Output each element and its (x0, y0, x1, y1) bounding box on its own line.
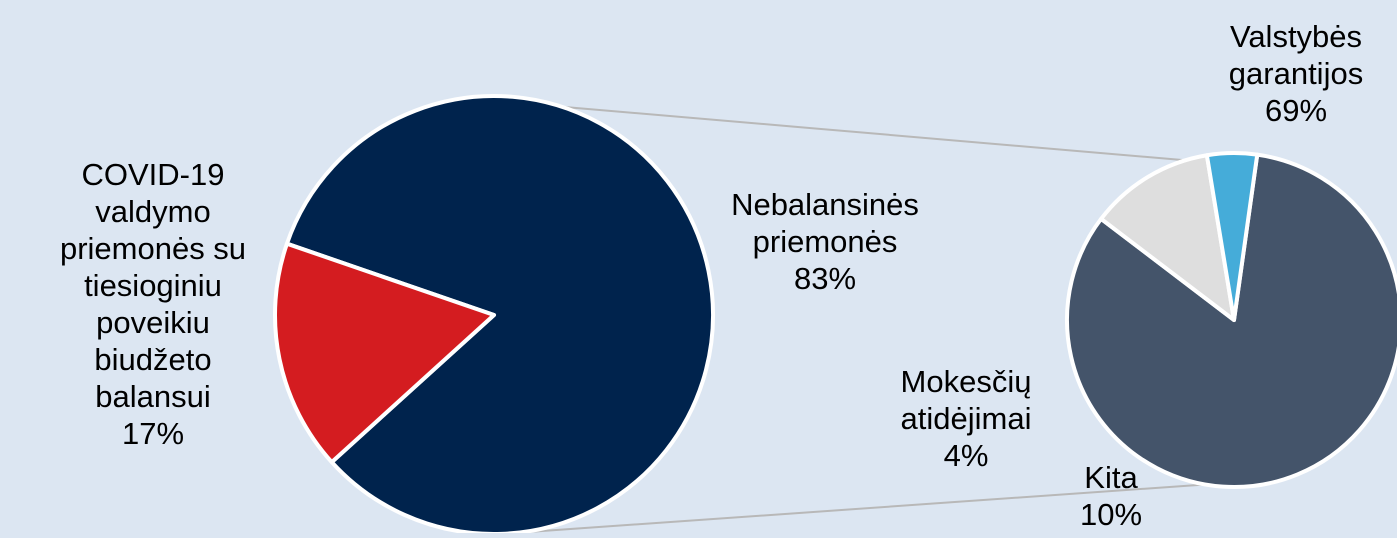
label-line: 17% (121, 416, 185, 451)
label-line: 10% (1079, 497, 1143, 532)
label-line: Kita (1084, 460, 1138, 495)
label-line: tiesioginiu (84, 268, 222, 303)
connector-line-bottom (501, 483, 1206, 535)
main-pie-slice-covid19 (273, 241, 496, 465)
sub-pie-slice-mokesi (1204, 151, 1260, 322)
label-line: priemonės su (59, 231, 247, 266)
label-line: balansui (95, 379, 211, 414)
label-line: Nebalansinės (731, 187, 919, 222)
connector-line-top (561, 105, 1186, 162)
label-line: 69% (1264, 93, 1328, 128)
label-line: 83% (793, 261, 857, 296)
label-line: poveikiu (96, 305, 210, 340)
label-line: 4% (943, 438, 989, 473)
label-line: atidėjimai (900, 401, 1032, 436)
label-line: COVID-19 (81, 157, 225, 192)
label-line: Mokesčių (900, 364, 1032, 399)
label-covid-measures: COVID-19 valdymo priemonės su tiesiogini… (8, 156, 298, 452)
label-line: biudžeto (94, 342, 212, 377)
label-line: priemonės (752, 224, 898, 259)
sub-pie-slice-kita (1099, 153, 1236, 322)
label-line: garantijos (1228, 56, 1364, 91)
label-other: Kita 10% (1056, 459, 1166, 533)
label-line: valdymo (95, 194, 211, 229)
label-off-balance-measures: Nebalansinės priemonės 83% (690, 186, 960, 297)
label-state-guarantees: Valstybės garantijos 69% (1196, 18, 1396, 129)
label-tax-deferrals: Mokesčių atidėjimai 4% (866, 363, 1066, 474)
label-line: Valstybės (1229, 19, 1363, 54)
